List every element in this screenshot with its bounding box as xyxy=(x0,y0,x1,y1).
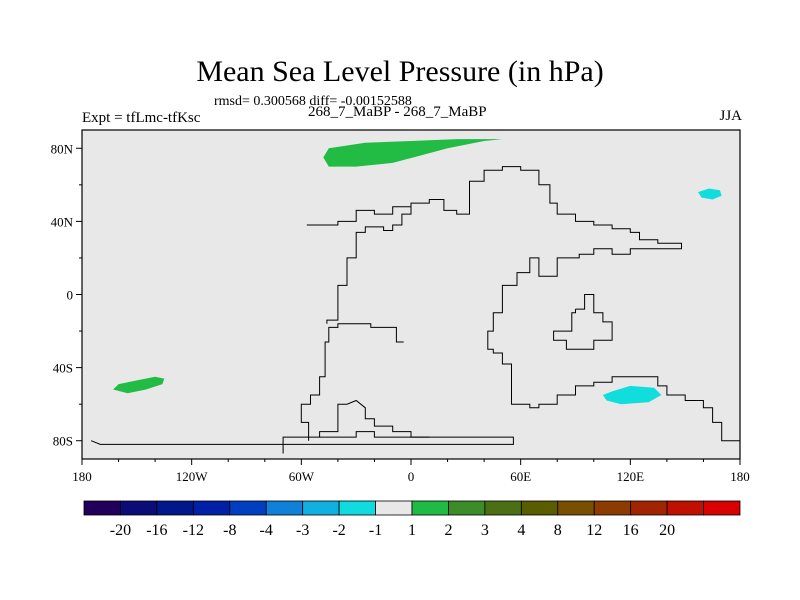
colorbar-label-4: -4 xyxy=(260,522,273,539)
colorbar-swatch-12 xyxy=(520,500,559,516)
colorbar-swatch-9 xyxy=(411,500,449,516)
season-label: JJA xyxy=(719,108,742,124)
western-continent-north-edge xyxy=(326,203,412,324)
colorbar-label-12: 8 xyxy=(554,522,562,539)
colorbar-swatch-13 xyxy=(557,500,595,516)
colorbar-swatch-8 xyxy=(375,500,413,516)
colorbar-swatch-2 xyxy=(156,500,194,516)
map-background xyxy=(82,130,740,459)
colorbar-swatch-5 xyxy=(265,500,304,516)
arctic-positive-anomaly xyxy=(323,139,503,167)
chart-title: Mean Sea Level Pressure (in hPa) xyxy=(196,55,604,88)
colorbar-swatch-16 xyxy=(666,500,704,516)
north-pacific-negative-anomaly xyxy=(698,188,722,200)
colorbar-label-11: 4 xyxy=(517,522,525,539)
x-tick-label-2: 60W xyxy=(289,469,315,484)
colorbar-swatch-0 xyxy=(83,500,121,516)
southern-ocean-negative-anomaly xyxy=(602,385,662,405)
antarctic-coastline xyxy=(90,431,514,445)
y-tick-label-2: 0 xyxy=(67,288,74,303)
colorbar-swatch-10 xyxy=(448,500,486,516)
subtitle: 268_7_MaBP - 268_7_MaBP xyxy=(308,104,487,120)
y-tick-label-4: 80S xyxy=(53,434,73,449)
y-tick-label-1: 40N xyxy=(51,214,74,229)
colorbar-label-10: 3 xyxy=(481,522,489,539)
interior-island-coastline xyxy=(553,294,613,350)
colorbar-label-2: -12 xyxy=(183,522,204,539)
x-tick-label-6: 180 xyxy=(730,469,750,484)
colorbar-swatch-15 xyxy=(630,500,668,516)
colorbar-label-5: -3 xyxy=(296,522,309,539)
colorbar-label-7: -1 xyxy=(369,522,382,539)
colorbar-swatch-3 xyxy=(192,500,231,516)
south-interior-coastline xyxy=(282,399,430,454)
x-tick-label-0: 180 xyxy=(72,469,92,484)
colorbar-swatch-6 xyxy=(302,500,340,516)
colorbar-label-0: -20 xyxy=(110,522,131,539)
y-tick-label-0: 80N xyxy=(51,141,74,156)
western-continent-coastline xyxy=(300,323,404,441)
colorbar-swatch-11 xyxy=(484,500,522,516)
colorbar-label-9: 2 xyxy=(444,522,452,539)
experiment-label: Expt = tfLmc-tfKsc xyxy=(82,110,201,126)
colorbar-label-8: 1 xyxy=(408,522,416,539)
main-continent-coastline xyxy=(306,166,740,442)
south-pacific-positive-anomaly xyxy=(113,376,165,394)
colorbar-swatch-17 xyxy=(703,500,741,516)
x-tick-label-1: 120W xyxy=(176,469,209,484)
colorbar-label-1: -16 xyxy=(146,522,167,539)
x-tick-label-5: 120E xyxy=(617,469,645,484)
colorbar-swatch-7 xyxy=(338,500,376,516)
y-tick-label-3: 40S xyxy=(53,361,73,376)
stats-text: rmsd= 0.300568 diff= -0.00152588 xyxy=(214,94,412,109)
colorbar-swatch-4 xyxy=(229,500,267,516)
colorbar-swatch-14 xyxy=(593,500,632,516)
colorbar-label-14: 16 xyxy=(623,522,639,539)
colorbar-label-6: -2 xyxy=(332,522,345,539)
colorbar-label-15: 20 xyxy=(659,522,675,539)
x-tick-label-3: 0 xyxy=(408,469,415,484)
colorbar-label-13: 12 xyxy=(586,522,602,539)
colorbar-swatch-1 xyxy=(120,500,158,516)
colorbar-label-3: -8 xyxy=(223,522,236,539)
x-tick-label-4: 60E xyxy=(510,469,531,484)
